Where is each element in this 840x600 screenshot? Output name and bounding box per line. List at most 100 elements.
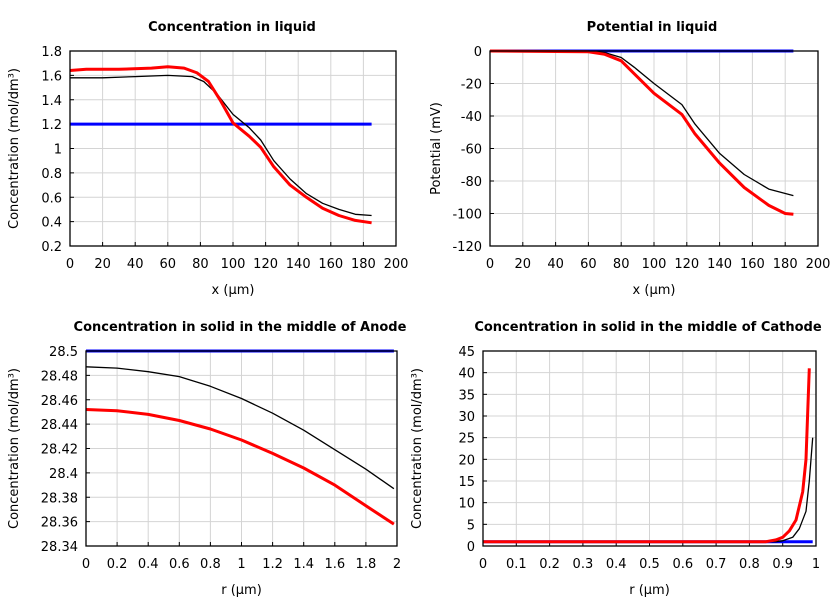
x-tick-label: 0.7 (706, 557, 727, 572)
chart-2: Concentration in solid in the middle of … (7, 320, 407, 598)
chart-1: Potential in liquid 0 20 40 60 80 100 120 140 160… (429, 20, 830, 298)
x-tick-label: 160 (318, 257, 343, 272)
y-tick-label: 15 (458, 475, 475, 490)
x-tick-label: 60 (160, 257, 177, 272)
y-tick-label: 0 (474, 45, 482, 60)
y-tick-label: 25 (458, 432, 475, 447)
y-axis-label: Concentration (mol/dm³) (7, 368, 22, 529)
x-tick-label: 1.8 (356, 557, 377, 572)
y-tick-label: 28.5 (49, 345, 78, 360)
chart-title: Concentration in liquid (148, 20, 316, 35)
x-tick-label: 2 (393, 557, 401, 572)
series-line-2 (489, 49, 794, 216)
series-line-1 (85, 366, 395, 490)
x-tick-label: 200 (806, 257, 831, 272)
x-tick-label: 160 (740, 257, 765, 272)
x-tick-label: 0.2 (539, 557, 560, 572)
x-tick-label: 80 (192, 257, 209, 272)
x-tick-label: 0.9 (772, 557, 793, 572)
x-tick-label: 180 (773, 257, 798, 272)
x-axis-label: r (µm) (221, 583, 262, 598)
x-tick-label: 0.2 (107, 557, 128, 572)
x-axis-label: x (µm) (212, 283, 255, 298)
y-tick-label: -20 (461, 78, 482, 93)
y-tick-label: 0.2 (41, 240, 62, 255)
y-tick-label: -80 (461, 175, 482, 190)
x-tick-label: 200 (384, 257, 409, 272)
y-tick-label: 0.8 (41, 167, 62, 182)
x-axis-label: x (µm) (633, 283, 676, 298)
x-axis-label: r (µm) (629, 583, 670, 598)
chart-3: Concentration in solid in the middle of … (410, 320, 822, 598)
y-tick-label: 45 (458, 345, 475, 360)
y-tick-label: 0.4 (41, 216, 62, 231)
x-tick-label: 1 (237, 557, 245, 572)
series-line-2 (85, 408, 395, 526)
y-tick-label: 30 (458, 410, 475, 425)
y-tick-label: -60 (461, 143, 482, 158)
x-tick-label: 120 (253, 257, 278, 272)
y-axis-label: Concentration (mol/dm³) (410, 368, 425, 529)
y-tick-label: 28.34 (41, 540, 78, 555)
x-tick-label: 120 (674, 257, 699, 272)
x-tick-label: 1.6 (324, 557, 345, 572)
y-tick-label: 1 (54, 143, 62, 158)
y-tick-label: -120 (452, 240, 482, 255)
x-tick-label: 100 (642, 257, 667, 272)
x-tick-label: 1 (812, 557, 820, 572)
x-tick-label: 0 (479, 557, 487, 572)
x-tick-label: 0.8 (739, 557, 760, 572)
x-tick-label: 20 (515, 257, 532, 272)
x-tick-label: 0 (82, 557, 90, 572)
y-tick-label: 35 (458, 388, 475, 403)
y-tick-label: 1.6 (41, 69, 62, 84)
y-tick-label: 1.2 (41, 118, 62, 133)
y-tick-label: 20 (458, 453, 475, 468)
series-line-1 (483, 437, 814, 543)
plot-frame (482, 350, 817, 547)
y-tick-label: 5 (467, 518, 475, 533)
chart-title: Potential in liquid (587, 20, 718, 35)
x-tick-label: 140 (707, 257, 732, 272)
series-line-2 (69, 65, 372, 225)
y-tick-label: 28.46 (41, 394, 78, 409)
y-tick-label: 0.6 (41, 191, 62, 206)
x-tick-label: 0.4 (138, 557, 159, 572)
x-tick-label: 0.8 (200, 557, 221, 572)
series-line-1 (70, 74, 372, 217)
y-tick-label: 28.48 (41, 369, 78, 384)
x-tick-label: 180 (351, 257, 376, 272)
x-tick-label: 0.4 (606, 557, 627, 572)
y-tick-label: 28.42 (41, 443, 78, 458)
y-tick-label: 10 (458, 497, 475, 512)
x-tick-label: 0 (66, 257, 74, 272)
y-tick-label: -100 (452, 208, 482, 223)
y-tick-label: 28.36 (41, 516, 78, 531)
plot-frame (85, 350, 398, 547)
x-tick-label: 40 (547, 257, 564, 272)
chart-title: Concentration in solid in the middle of … (474, 320, 822, 335)
x-tick-label: 0.5 (639, 557, 660, 572)
y-tick-label: 40 (458, 367, 475, 382)
chart-0: Concentration in liquid 0 20 40 60 80 100 120 14… (7, 20, 408, 298)
x-tick-label: 20 (94, 257, 111, 272)
series-line-2 (483, 368, 811, 544)
x-tick-label: 40 (127, 257, 144, 272)
x-tick-label: 80 (613, 257, 630, 272)
x-tick-label: 1.4 (293, 557, 314, 572)
x-tick-label: 60 (580, 257, 597, 272)
y-tick-label: 28.4 (49, 467, 78, 482)
x-tick-label: 0 (486, 257, 494, 272)
x-tick-label: 0.6 (169, 557, 190, 572)
x-tick-label: 1.2 (262, 557, 283, 572)
x-tick-label: 0.6 (672, 557, 693, 572)
y-tick-label: 28.44 (41, 418, 78, 433)
series-line-1 (490, 50, 794, 197)
x-tick-label: 140 (286, 257, 311, 272)
y-tick-label: -40 (461, 110, 482, 125)
x-tick-label: 0.1 (506, 557, 527, 572)
y-axis-label: Potential (mV) (429, 102, 444, 195)
plot-frame (69, 50, 397, 247)
y-tick-label: 1.4 (41, 94, 62, 109)
